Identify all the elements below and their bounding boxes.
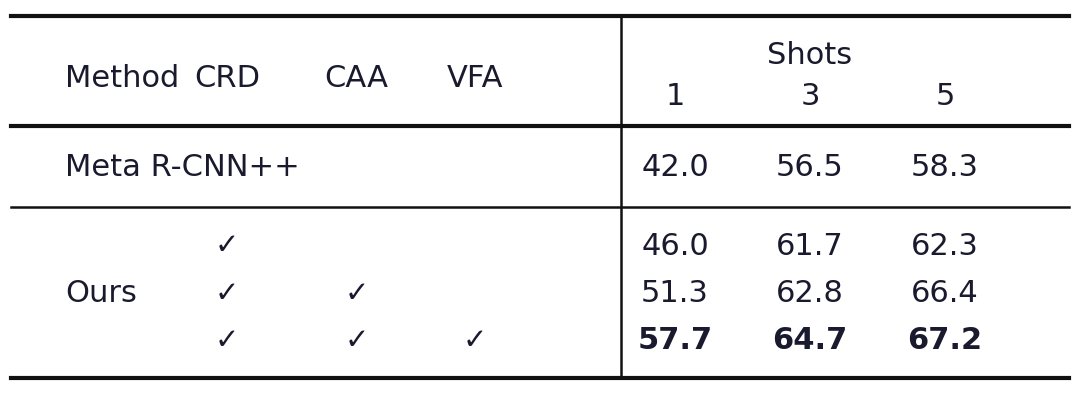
Text: 56.5: 56.5 <box>777 153 843 182</box>
Text: 62.3: 62.3 <box>912 232 978 261</box>
Text: ✓: ✓ <box>345 279 368 308</box>
Text: VFA: VFA <box>447 64 503 93</box>
Text: CAA: CAA <box>324 64 389 93</box>
Text: ✓: ✓ <box>215 232 239 260</box>
Text: ✓: ✓ <box>215 327 239 355</box>
Text: Meta R-CNN++: Meta R-CNN++ <box>65 153 299 182</box>
Text: 3: 3 <box>800 82 820 111</box>
Text: 61.7: 61.7 <box>777 232 843 261</box>
Text: Method: Method <box>65 64 179 93</box>
Text: 5: 5 <box>935 82 955 111</box>
Text: 57.7: 57.7 <box>637 326 713 355</box>
Text: ✓: ✓ <box>345 327 368 355</box>
Text: Shots: Shots <box>768 41 852 70</box>
Text: 67.2: 67.2 <box>907 326 983 355</box>
Text: 1: 1 <box>665 82 685 111</box>
Text: 51.3: 51.3 <box>642 279 708 308</box>
Text: 42.0: 42.0 <box>642 153 708 182</box>
Text: 64.7: 64.7 <box>772 326 848 355</box>
Text: 46.0: 46.0 <box>642 232 708 261</box>
Text: ✓: ✓ <box>215 279 239 308</box>
Text: 66.4: 66.4 <box>912 279 978 308</box>
Text: 62.8: 62.8 <box>777 279 843 308</box>
Text: CRD: CRD <box>193 64 260 93</box>
Text: Ours: Ours <box>65 279 137 308</box>
Text: ✓: ✓ <box>463 327 487 355</box>
Text: 58.3: 58.3 <box>912 153 978 182</box>
